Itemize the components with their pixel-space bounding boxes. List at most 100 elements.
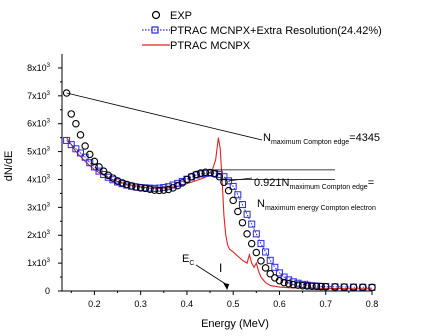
data-point-exp: [220, 178, 228, 187]
y-tick-mantissa: 6x10: [27, 119, 47, 129]
x-tick-label: 0.8: [366, 299, 379, 309]
data-point-exp: [192, 170, 200, 179]
data-point-exp: [303, 282, 311, 290]
axes: [61, 54, 372, 292]
y-tick-exponent: 3: [47, 174, 51, 180]
x-axis-ticks: 0.2 0.3 0.4 0.5 0.6 0.7 0.8: [70, 291, 379, 309]
y-tick-mantissa: 8x10: [27, 63, 47, 73]
data-point-exp: [150, 186, 159, 194]
legend-label-exp: EXP: [170, 10, 192, 22]
data-point-exp: [349, 283, 358, 291]
data-point-exp: [127, 182, 136, 190]
legend-label-mcnpx: PTRAC MCNPX: [170, 40, 251, 52]
data-point-exp: [224, 186, 233, 195]
series-line-extra-resolution: [66, 140, 373, 288]
ratio-pointer: [228, 177, 253, 182]
data-point-extra-resolution: [77, 149, 85, 157]
y-tick-label: 7x103: [27, 91, 51, 101]
data-point-extra-resolution: [86, 159, 94, 167]
data-point-exp: [215, 172, 224, 181]
data-point-extra-resolution: [90, 163, 98, 171]
electron-sub: maximum energy Compton electron: [265, 205, 376, 212]
x-axis-title: Energy (MeV): [201, 318, 269, 330]
ec-label: EC: [182, 253, 194, 267]
y-tick-mantissa: 5x10: [27, 147, 47, 157]
data-point-exp: [257, 257, 265, 265]
data-point-exp: [294, 281, 302, 289]
ec-sub: C: [189, 260, 194, 267]
data-point-exp: [132, 183, 140, 191]
data-point-extra-resolution: [257, 240, 265, 248]
data-point-extra-resolution: [248, 220, 256, 228]
y-axis-ticks: 01x1032x1033x1034x1035x1036x1037x1038x10…: [27, 63, 62, 296]
data-point-exp: [201, 168, 210, 176]
y-tick-label: 0: [45, 286, 50, 296]
data-point-extra-resolution: [275, 269, 283, 277]
data-point-exp: [280, 278, 288, 287]
data-point-exp: [141, 184, 150, 193]
y-tick-exponent: 3: [47, 119, 51, 125]
data-point-extra-resolution: [72, 145, 80, 153]
data-point-extra-resolution: [238, 201, 246, 209]
data-point-exp: [67, 110, 76, 118]
x-tick-label: 0.3: [134, 299, 147, 309]
y-tick-exponent: 3: [47, 63, 51, 69]
max-edge-base: N: [263, 132, 271, 144]
data-point-exp: [266, 269, 274, 278]
data-point-exp: [206, 168, 214, 177]
data-point-exp: [62, 89, 71, 97]
data-point-extra-resolution: [169, 181, 177, 189]
data-point-exp: [247, 239, 256, 248]
data-point-extra-resolution: [229, 182, 237, 190]
ratio-sub: maximum Compton edge: [289, 184, 367, 191]
legend-marker-exp: [151, 10, 161, 20]
y-tick-label: 8x103: [27, 63, 51, 73]
y-tick-mantissa: 0: [45, 286, 50, 296]
annotations: Nmaximum Compton edge =4345 0.921Nmaximum…: [66, 92, 380, 290]
data-point-exp: [229, 196, 237, 205]
data-point-exp: [76, 131, 85, 139]
y-tick-mantissa: 2x10: [27, 230, 47, 240]
legend: EXP PTRAC MCNPX+Extra Resolution(24.42%)…: [142, 10, 382, 52]
ec-arrow-line: [195, 264, 228, 286]
series-exp: [62, 89, 376, 292]
data-point-exp: [72, 119, 80, 128]
y-tick-exponent: 3: [47, 91, 51, 97]
ec-base: E: [182, 253, 189, 265]
data-point-exp: [118, 179, 126, 187]
data-point-exp: [86, 150, 94, 159]
y-tick-exponent: 3: [47, 202, 51, 208]
ec-arrow-head: [223, 283, 230, 290]
x-tick-label: 0.7: [319, 299, 332, 309]
data-point-extra-resolution: [63, 136, 71, 144]
ratio-tail: =: [368, 177, 374, 189]
data-point-exp: [164, 185, 173, 194]
data-point-exp: [238, 218, 247, 227]
y-tick-label: 4x103: [27, 174, 51, 184]
data-point-extra-resolution: [243, 210, 251, 218]
data-point-extra-resolution: [262, 248, 270, 256]
data-point-exp: [113, 177, 122, 185]
data-point-exp: [187, 172, 196, 181]
y-axis-title: dN/dE: [3, 151, 15, 182]
x-tick-label: 0.4: [181, 299, 194, 309]
data-point-exp: [340, 283, 348, 291]
data-point-exp: [358, 283, 367, 291]
max-edge-value: =4345: [349, 132, 380, 144]
data-point-exp: [160, 186, 168, 194]
cursor-glyph: I: [219, 261, 222, 275]
data-point-exp: [155, 186, 163, 195]
y-tick-exponent: 3: [47, 258, 51, 264]
y-tick-label: 5x103: [27, 147, 51, 157]
y-tick-exponent: 3: [47, 230, 51, 236]
data-point-extra-resolution: [234, 191, 242, 199]
data-point-exp: [243, 230, 251, 238]
data-point-exp: [136, 184, 145, 192]
data-point-exp: [298, 281, 307, 290]
data-point-extra-resolution: [67, 141, 75, 149]
electron-base: N: [257, 198, 265, 210]
data-point-exp: [169, 184, 177, 192]
ratio-label: 0.921Nmaximum Compton edge=: [254, 177, 374, 191]
